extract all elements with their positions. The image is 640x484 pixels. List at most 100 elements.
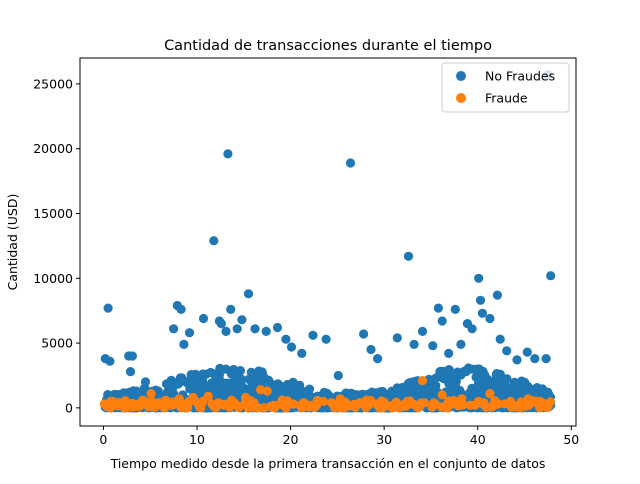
data-point-no-fraudes	[176, 304, 186, 314]
dense-point	[502, 374, 512, 384]
data-point-fraude	[474, 398, 484, 408]
dense-point	[220, 379, 230, 389]
dense-point	[300, 387, 310, 397]
data-point-no-fraudes	[366, 344, 376, 355]
dense-point	[275, 381, 285, 391]
dense-point	[439, 374, 449, 384]
x-tick-label: 20	[283, 432, 299, 447]
data-point-no-fraudes	[198, 313, 209, 324]
data-point-no-fraudes	[321, 334, 331, 344]
data-point-fraude	[329, 399, 339, 409]
dense-point	[491, 370, 501, 380]
data-point-fraude	[505, 396, 516, 406]
data-point-no-fraudes	[485, 313, 495, 324]
dense-point	[305, 393, 315, 403]
series-fraude	[99, 376, 550, 412]
x-tick-label: 10	[189, 432, 205, 447]
data-point-fraude	[437, 390, 447, 400]
data-point-fraude	[203, 391, 213, 401]
x-axis-label: Tiempo medido desde la primera transacci…	[110, 456, 546, 471]
data-point-no-fraudes	[179, 339, 189, 349]
data-point-fraude	[523, 394, 533, 404]
data-point-no-fraudes	[221, 326, 231, 336]
data-point-fraude	[277, 395, 287, 405]
data-point-fraude	[382, 401, 392, 411]
plot-frame	[79, 57, 577, 427]
data-point-fraude	[234, 402, 244, 412]
data-point-no-fraudes	[541, 354, 551, 364]
dense-point	[386, 390, 396, 400]
data-point-no-fraudes	[105, 356, 115, 366]
legend-marker-fraude	[456, 93, 466, 103]
data-point-fraude	[219, 400, 229, 410]
data-point-fraude	[307, 400, 317, 410]
dense-point	[262, 379, 272, 389]
dense-point	[431, 373, 441, 383]
data-point-no-fraudes	[297, 348, 307, 358]
dense-point	[478, 382, 488, 392]
data-point-no-fraudes	[450, 304, 460, 314]
data-point-no-fraudes	[345, 158, 356, 168]
data-point-no-fraudes	[272, 322, 283, 333]
data-point-no-fraudes	[444, 348, 454, 358]
data-point-no-fraudes	[103, 303, 113, 313]
dense-point	[544, 389, 554, 400]
data-point-no-fraudes	[216, 319, 226, 329]
data-point-fraude	[372, 399, 382, 409]
dense-point	[226, 369, 236, 379]
dense-point	[227, 378, 237, 388]
series-no-fraudes	[100, 70, 556, 387]
data-point-no-fraudes	[232, 324, 242, 334]
dense-point	[474, 364, 484, 374]
dense-point	[487, 377, 497, 387]
dense-point	[416, 398, 426, 408]
data-point-fraude	[288, 399, 298, 409]
chart-title: Cantidad de transacciones durante el tie…	[164, 38, 492, 54]
data-point-fraude	[138, 395, 148, 405]
data-point-fraude	[227, 395, 237, 405]
y-axis-label: Cantidad (USD)	[5, 194, 20, 291]
data-point-no-fraudes	[127, 351, 137, 361]
dense-point	[166, 375, 176, 385]
dense-point	[494, 383, 504, 393]
data-point-no-fraudes	[495, 334, 505, 344]
data-point-fraude	[241, 392, 251, 403]
y-tick-label: 15000	[33, 206, 73, 221]
data-point-no-fraudes	[373, 354, 383, 364]
legend: No Fraudes Fraude	[441, 62, 570, 113]
data-point-no-fraudes	[467, 324, 477, 334]
data-point-fraude	[513, 400, 523, 410]
data-point-fraude	[465, 400, 475, 410]
data-point-fraude	[188, 392, 198, 403]
y-tick-label: 25000	[33, 76, 73, 91]
data-point-no-fraudes	[428, 341, 438, 351]
dense-point	[424, 385, 434, 395]
dense-point	[220, 390, 230, 400]
legend-box	[441, 62, 570, 113]
data-point-fraude	[344, 400, 354, 410]
data-point-no-fraudes	[184, 328, 195, 338]
data-point-fraude	[392, 400, 402, 410]
data-point-no-fraudes	[512, 355, 522, 365]
data-point-no-fraudes	[392, 333, 402, 343]
x-tick-label: 50	[563, 432, 579, 447]
y-tick-label: 0	[65, 400, 73, 415]
dense-point	[410, 380, 421, 390]
dense-point	[254, 370, 264, 380]
data-point-fraude	[249, 399, 259, 409]
data-point-no-fraudes	[437, 316, 447, 326]
dense-point	[173, 379, 183, 389]
dense-point	[453, 401, 463, 411]
data-point-fraude	[299, 398, 309, 408]
data-point-fraude	[446, 399, 456, 409]
data-point-no-fraudes	[140, 377, 151, 387]
data-point-fraude	[409, 400, 419, 410]
dense-point	[293, 387, 303, 397]
data-point-fraude	[262, 386, 272, 396]
data-point-fraude	[146, 389, 156, 399]
data-point-fraude	[417, 376, 428, 386]
data-point-fraude	[429, 398, 439, 408]
legend-label-fraude: Fraude	[485, 91, 528, 106]
dense-point	[466, 386, 476, 396]
